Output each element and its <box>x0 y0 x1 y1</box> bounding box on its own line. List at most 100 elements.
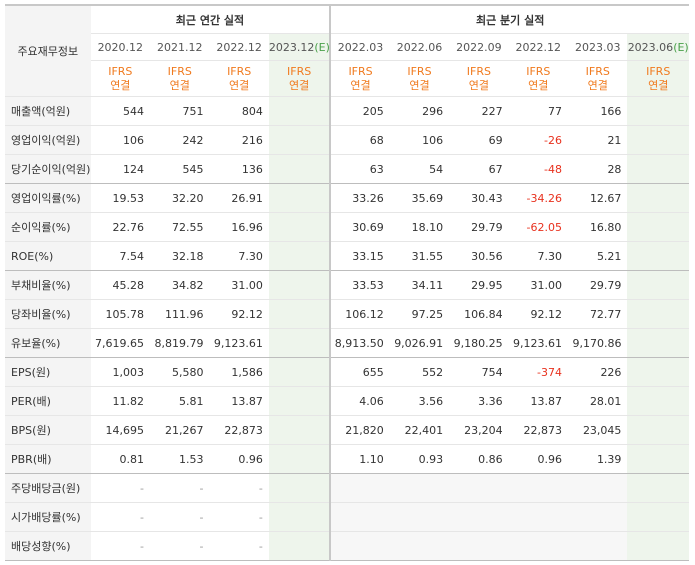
table-cell: 72.77 <box>568 299 628 329</box>
table-cell <box>268 328 331 358</box>
consolidated-label: 연결 <box>350 78 371 92</box>
table-cell: 544 <box>90 96 151 126</box>
ifrs-label: IFRS <box>585 64 610 78</box>
table-cell: 34.82 <box>150 270 210 300</box>
table-cell <box>627 154 689 184</box>
table-cell: 32.20 <box>150 183 210 213</box>
table-cell: 31.00 <box>209 270 269 300</box>
table-cell: 30.43 <box>449 183 509 213</box>
table-cell <box>627 531 689 561</box>
table-cell <box>627 183 689 213</box>
consolidated-label: 연결 <box>648 78 669 92</box>
table-cell: - <box>150 502 210 532</box>
estimate-mark: (E) <box>673 40 689 54</box>
table-cell: 12.67 <box>568 183 628 213</box>
consolidated-label: 연결 <box>587 78 608 92</box>
table-row: 유보율(%) 7,619.65 8,819.79 9,123.61 8,913.50 9,… <box>5 328 689 358</box>
ifrs-badge: IFRS 연결 <box>268 60 331 97</box>
ifrs-badge: IFRS 연결 <box>150 60 210 97</box>
ifrs-badge: IFRS 연결 <box>329 60 390 97</box>
table-cell: 18.10 <box>389 212 450 242</box>
table-row: 영업이익(억원) 106 242 216 68 106 69 -26 21 <box>5 125 689 155</box>
table-cell: - <box>150 531 210 561</box>
table-cell: 23,204 <box>449 415 509 445</box>
table-cell <box>568 502 628 532</box>
table-cell: 242 <box>150 125 210 155</box>
table-cell <box>627 96 689 126</box>
table-cell <box>268 444 331 474</box>
row-label: EPS(원) <box>5 357 91 387</box>
period-header: 2023.03 <box>568 33 628 61</box>
table-row: EPS(원) 1,003 5,580 1,586 655 552 754 -374 226 <box>5 357 689 387</box>
table-row: 당기순이익(억원) 124 545 136 63 54 67 -48 28 <box>5 154 689 184</box>
table-cell: 29.95 <box>449 270 509 300</box>
table-cell: 106 <box>90 125 151 155</box>
table-cell: - <box>150 473 210 503</box>
ifrs-label: IFRS <box>407 64 432 78</box>
table-row: 영업이익률(%) 19.53 32.20 26.91 33.26 35.69 30.43 -3… <box>5 183 689 213</box>
table-cell: 111.96 <box>150 299 210 329</box>
table-cell <box>329 502 390 532</box>
table-cell: 22,873 <box>508 415 569 445</box>
table-cell: 8,819.79 <box>150 328 210 358</box>
table-cell <box>627 386 689 416</box>
table-cell: 8,913.50 <box>329 328 390 358</box>
ifrs-badge: IFRS 연결 <box>209 60 269 97</box>
table-cell: 45.28 <box>90 270 151 300</box>
table-cell: 32.18 <box>150 241 210 271</box>
table-cell: 5,580 <box>150 357 210 387</box>
ifrs-label: IFRS <box>108 64 133 78</box>
table-cell: 22,401 <box>389 415 450 445</box>
table-cell: 296 <box>389 96 450 126</box>
table-cell <box>268 473 331 503</box>
row-label: 부채비율(%) <box>5 270 91 300</box>
table-cell: 804 <box>209 96 269 126</box>
table-cell <box>508 473 569 503</box>
table-cell: -26 <box>508 125 569 155</box>
table-cell <box>449 502 509 532</box>
row-label: 영업이익(억원) <box>5 125 91 155</box>
period-header: 2023.06(E) <box>627 33 689 61</box>
table-cell <box>627 212 689 242</box>
table-cell: 33.26 <box>329 183 390 213</box>
consolidated-label: 연결 <box>169 78 190 92</box>
table-cell: 13.87 <box>508 386 569 416</box>
period-label: 2022.06 <box>396 40 443 54</box>
table-cell <box>268 299 331 329</box>
table-cell: 19.53 <box>90 183 151 213</box>
row-label: 당기순이익(억원) <box>5 154 91 184</box>
table-cell: 9,026.91 <box>389 328 450 358</box>
ifrs-label: IFRS <box>466 64 491 78</box>
consolidated-label: 연결 <box>468 78 489 92</box>
table-cell <box>627 328 689 358</box>
table-cell: 31.55 <box>389 241 450 271</box>
table-row: ROE(%) 7.54 32.18 7.30 33.15 31.55 30.56 7.30 5.… <box>5 241 689 271</box>
table-cell: - <box>209 473 269 503</box>
table-cell: 23,045 <box>568 415 628 445</box>
period-header: 2023.12(E) <box>268 33 331 61</box>
table-cell: 205 <box>329 96 390 126</box>
row-label: 순이익률(%) <box>5 212 91 242</box>
table-cell: 0.96 <box>209 444 269 474</box>
consolidated-label: 연결 <box>528 78 549 92</box>
table-cell: 7,619.65 <box>90 328 151 358</box>
table-row: 시가배당률(%) - - - <box>5 502 689 532</box>
table-cell <box>268 212 331 242</box>
table-cell: 0.96 <box>508 444 569 474</box>
table-cell: 77 <box>508 96 569 126</box>
row-label: PBR(배) <box>5 444 91 474</box>
table-cell: 11.82 <box>90 386 151 416</box>
row-label: 배당성향(%) <box>5 531 91 561</box>
row-label: 영업이익률(%) <box>5 183 91 213</box>
table-cell: 9,123.61 <box>209 328 269 358</box>
row-label: 시가배당률(%) <box>5 502 91 532</box>
row-label: 당좌비율(%) <box>5 299 91 329</box>
table-cell <box>268 183 331 213</box>
table-cell: 31.00 <box>508 270 569 300</box>
table-cell <box>627 299 689 329</box>
table-cell: 124 <box>90 154 151 184</box>
table-cell <box>268 125 331 155</box>
table-cell: 22,873 <box>209 415 269 445</box>
table-cell: - <box>209 531 269 561</box>
table-cell: 552 <box>389 357 450 387</box>
